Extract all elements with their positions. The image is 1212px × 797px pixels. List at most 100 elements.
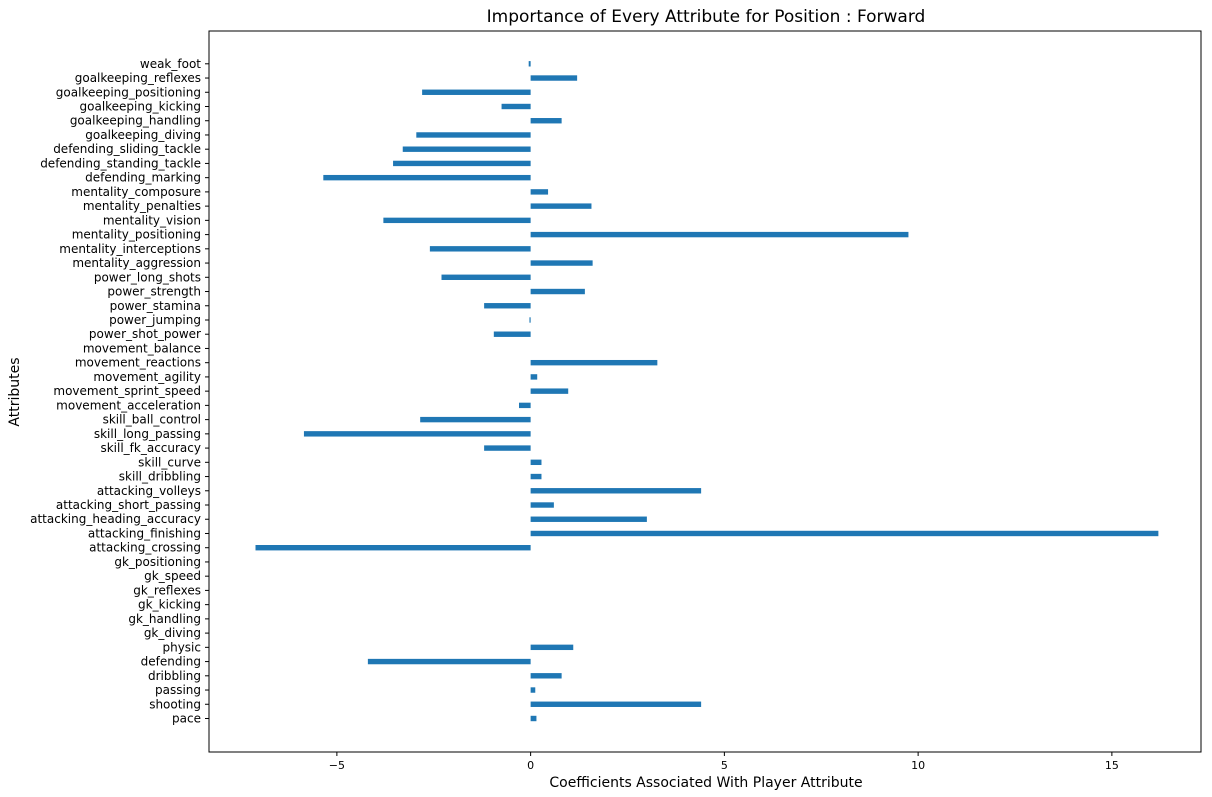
y-tick-label: attacking_crossing: [89, 541, 201, 555]
bar-pace: [530, 715, 537, 722]
y-tick-label: movement_sprint_speed: [53, 384, 201, 398]
y-tick-label: goalkeeping_diving: [85, 128, 201, 142]
y-tick-label: movement_agility: [93, 370, 201, 384]
y-tick-label: mentality_interceptions: [59, 242, 201, 256]
y-ticks-layer: paceshootingpassingdribblingdefendingphy…: [30, 57, 209, 726]
x-axis-label: Coefficients Associated With Player Attr…: [549, 775, 862, 791]
y-tick-label: power_jumping: [109, 313, 201, 327]
y-tick-label: power_stamina: [110, 299, 201, 313]
plot-frame: [208, 30, 1202, 753]
bar-power-stamina: [484, 303, 531, 309]
y-tick-label: goalkeeping_reflexes: [75, 71, 201, 85]
bar-mentality-interceptions: [429, 246, 531, 252]
bar-attacking-crossing: [255, 545, 531, 551]
bars-layer: [255, 61, 1159, 722]
y-tick-label: movement_reactions: [75, 356, 201, 370]
x-tick-label: 0: [527, 759, 534, 772]
bar-mentality-composure: [530, 189, 549, 195]
y-tick-label: movement_acceleration: [56, 398, 201, 412]
y-tick-label: power_shot_power: [89, 327, 201, 341]
y-tick-label: dribbling: [148, 669, 201, 683]
y-tick-label: attacking_finishing: [88, 526, 201, 540]
bar-attacking-heading-accuracy: [530, 516, 647, 522]
bar-defending: [367, 658, 531, 665]
bar-power-jumping: [529, 317, 531, 323]
y-tick-label: gk_handling: [128, 612, 201, 626]
x-tick-label: 5: [721, 759, 728, 772]
y-tick-label: power_strength: [107, 285, 201, 299]
y-tick-label: mentality_aggression: [72, 256, 201, 270]
y-tick-label: skill_ball_control: [103, 413, 201, 427]
y-tick-label: gk_kicking: [138, 598, 201, 612]
bar-movement-acceleration: [519, 402, 531, 409]
bar-defending-sliding-tackle: [402, 146, 531, 152]
y-tick-label: skill_dribbling: [119, 470, 201, 484]
bar-power-long-shots: [441, 274, 531, 280]
bar-dribbling: [530, 673, 562, 679]
x-tick-label: −5: [329, 759, 345, 772]
y-tick-label: physic: [162, 640, 201, 654]
bar-goalkeeping-handling: [530, 118, 562, 124]
y-tick-label: skill_long_passing: [94, 427, 201, 441]
y-tick-label: passing: [155, 683, 201, 697]
bar-skill-dribbling: [530, 473, 542, 480]
bar-mentality-penalties: [530, 203, 592, 209]
bar-skill-long-passing: [303, 431, 531, 437]
bar-defending-standing-tackle: [393, 160, 531, 167]
y-tick-label: defending_standing_tackle: [40, 156, 201, 170]
y-tick-label: gk_positioning: [114, 555, 201, 569]
y-tick-label: shooting: [149, 697, 201, 711]
y-tick-label: mentality_composure: [71, 185, 201, 199]
bar-movement-agility: [530, 374, 538, 380]
y-tick-label: attacking_volleys: [97, 484, 201, 498]
bar-goalkeeping-positioning: [422, 89, 531, 95]
y-tick-label: skill_curve: [138, 455, 201, 469]
bar-goalkeeping-diving: [416, 132, 531, 138]
x-tick-label: 10: [911, 759, 925, 772]
bar-movement-reactions: [530, 359, 658, 366]
y-tick-label: goalkeeping_handling: [70, 114, 201, 128]
x-tick-label: 15: [1105, 759, 1119, 772]
bar-mentality-aggression: [530, 260, 593, 266]
y-tick-label: mentality_positioning: [72, 228, 201, 242]
bar-defending-marking: [323, 174, 531, 181]
bar-goalkeeping-reflexes: [530, 75, 578, 81]
chart-title: Importance of Every Attribute for Positi…: [487, 7, 926, 27]
y-tick-label: mentality_vision: [103, 213, 201, 227]
y-tick-label: attacking_short_passing: [56, 498, 201, 512]
bar-skill-fk-accuracy: [484, 445, 531, 451]
bar-mentality-vision: [383, 217, 531, 224]
y-tick-label: weak_foot: [140, 57, 201, 71]
bar-goalkeeping-kicking: [501, 103, 531, 110]
y-tick-label: mentality_penalties: [83, 199, 201, 213]
bar-skill-curve: [530, 459, 542, 466]
y-tick-label: pace: [172, 712, 201, 726]
y-tick-label: skill_fk_accuracy: [100, 441, 201, 455]
y-tick-label: gk_diving: [144, 626, 201, 640]
bar-physic: [530, 644, 574, 651]
y-tick-label: goalkeeping_kicking: [80, 99, 202, 113]
bar-weak-foot: [528, 61, 531, 67]
bar-mentality-positioning: [530, 231, 909, 238]
bar-attacking-finishing: [530, 530, 1159, 537]
bar-attacking-short-passing: [530, 502, 554, 508]
bar-attacking-volleys: [530, 488, 702, 494]
y-tick-label: defending_sliding_tackle: [53, 142, 201, 156]
bar-shooting: [530, 701, 702, 707]
y-tick-label: defending: [141, 655, 201, 669]
bar-passing: [530, 687, 536, 693]
y-axis-label: Attributes: [7, 357, 23, 426]
y-tick-label: power_long_shots: [94, 270, 201, 284]
bar-movement-sprint-speed: [530, 388, 569, 394]
y-tick-label: goalkeeping_positioning: [56, 85, 201, 99]
y-tick-label: attacking_heading_accuracy: [30, 512, 201, 526]
bar-power-shot-power: [493, 331, 531, 337]
y-tick-label: movement_balance: [83, 341, 201, 355]
y-tick-label: defending_marking: [85, 171, 201, 185]
y-tick-label: gk_reflexes: [133, 583, 201, 597]
y-tick-label: gk_speed: [144, 569, 201, 583]
x-ticks-layer: −5 0 5 10 15: [329, 752, 1119, 772]
bar-power-strength: [530, 288, 585, 295]
